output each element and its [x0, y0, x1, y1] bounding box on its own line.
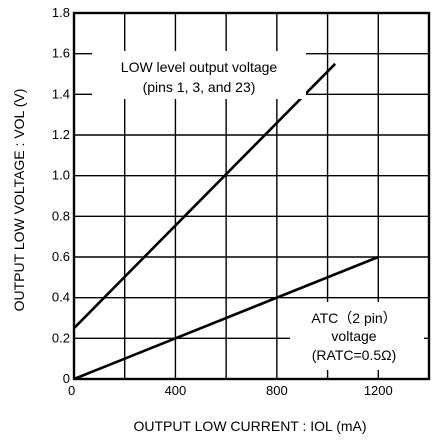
series-line-1 — [73, 62, 337, 330]
series-line-2 — [73, 255, 379, 381]
y-tick-label: 0.8 — [52, 208, 70, 223]
y-tick-label: 1.0 — [52, 168, 70, 183]
annotation-atc-line2: voltage — [331, 328, 376, 344]
series-layer — [73, 62, 379, 381]
x-tick-label: 1200 — [364, 383, 393, 398]
y-tick-label: 1.6 — [52, 46, 70, 61]
y-tick-label: 0.6 — [52, 249, 70, 264]
x-tick-label: 400 — [165, 383, 187, 398]
annotation-atc-line1: ATC（2 pin） — [311, 310, 396, 326]
y-tick-label: 0.2 — [52, 330, 70, 345]
y-tick-label: 0.4 — [52, 290, 70, 305]
y-tick-label: 0 — [63, 371, 70, 386]
x-axis-title: OUTPUT LOW CURRENT : IOL (mA) — [133, 418, 366, 434]
y-tick-label: 1.4 — [52, 86, 70, 101]
y-axis-title: OUTPUT LOW VOLTAGE : VOL (V) — [11, 89, 27, 312]
y-tick-label: 1.2 — [52, 127, 70, 142]
annotation-low-level: LOW level output voltage (pins 1, 3, and… — [92, 51, 306, 99]
plot-frame — [72, 11, 431, 381]
annotation-low-level-line2: (pins 1, 3, and 23) — [143, 79, 256, 95]
y-tick-label: 1.8 — [52, 5, 70, 20]
x-tick-label: 800 — [266, 383, 288, 398]
annotation-atc-line3: (RATC=0.5Ω) — [312, 347, 397, 363]
annotation-low-level-line1: LOW level output voltage — [121, 59, 278, 75]
annotation-atc: ATC（2 pin） voltage (RATC=0.5Ω) — [290, 302, 424, 370]
tick-labels: 0 0.2 0.4 0.6 0.8 1.0 1.2 1.4 1.6 1.8 0 400 800 1200 — [52, 5, 393, 398]
x-tick-label: 0 — [68, 383, 75, 398]
grid — [72, 11, 431, 381]
